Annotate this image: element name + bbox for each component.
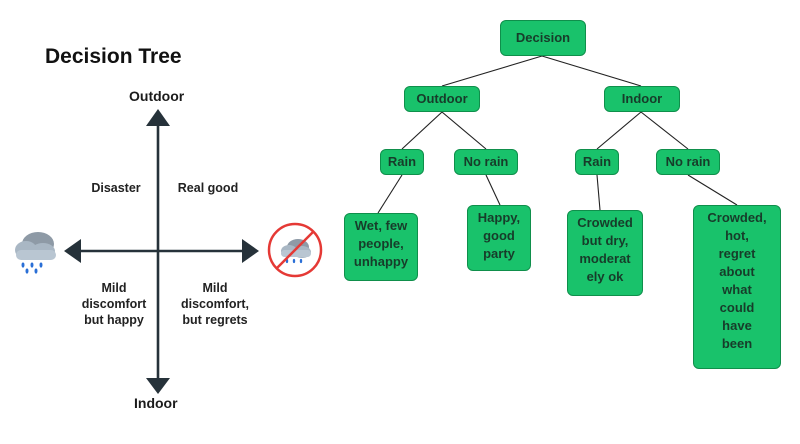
tree-leaf-crowded-hot-regret: Crowded, hot, regret about what could ha… [693, 205, 781, 369]
page-title: Decision Tree [45, 45, 182, 68]
tree-node-outdoor-norain: No rain [454, 149, 518, 175]
tree-node-outdoor-rain: Rain [380, 149, 424, 175]
edge-norain-leaf4 [687, 174, 738, 206]
quadrant-bottom-left: Mild discomfort but happy [81, 281, 147, 327]
edge-norain-leaf2 [485, 174, 501, 206]
edge-indoor-norain [640, 111, 689, 150]
no-rain-icon [267, 222, 323, 278]
tree-node-root: Decision [500, 20, 586, 56]
tree-leaf-happy-good-party: Happy, good party [467, 205, 531, 271]
quadrant-top-right: Real good [177, 181, 239, 195]
tree-node-indoor-norain: No rain [656, 149, 720, 175]
edge-rain-leaf1 [377, 174, 403, 214]
edge-root-outdoor [441, 55, 543, 87]
quadrant-top-left: Disaster [91, 181, 141, 195]
tree-node-outdoor: Outdoor [404, 86, 480, 112]
axis-label-bottom: Indoor [134, 395, 178, 411]
rain-cloud-icon [15, 232, 56, 274]
arrow-left-icon [64, 239, 81, 263]
arrow-right-icon [242, 239, 259, 263]
quadrant-bottom-right: Mild discomfort, but regrets [180, 281, 250, 327]
axis-label-top: Outdoor [129, 88, 185, 104]
arrow-up-icon [146, 109, 170, 126]
edge-outdoor-rain [401, 111, 443, 150]
edge-root-indoor [541, 55, 642, 87]
edge-outdoor-norain [441, 111, 487, 150]
tree-node-indoor: Indoor [604, 86, 680, 112]
edge-rain-leaf3 [596, 174, 601, 211]
arrow-down-icon [146, 378, 170, 394]
quadrant-axes [64, 109, 259, 394]
tree-leaf-wet-few-people: Wet, few people, unhappy [344, 213, 418, 281]
edge-indoor-rain [596, 111, 642, 150]
tree-node-indoor-rain: Rain [575, 149, 619, 175]
tree-leaf-crowded-dry: Crowded but dry, moderat ely ok [567, 210, 643, 296]
